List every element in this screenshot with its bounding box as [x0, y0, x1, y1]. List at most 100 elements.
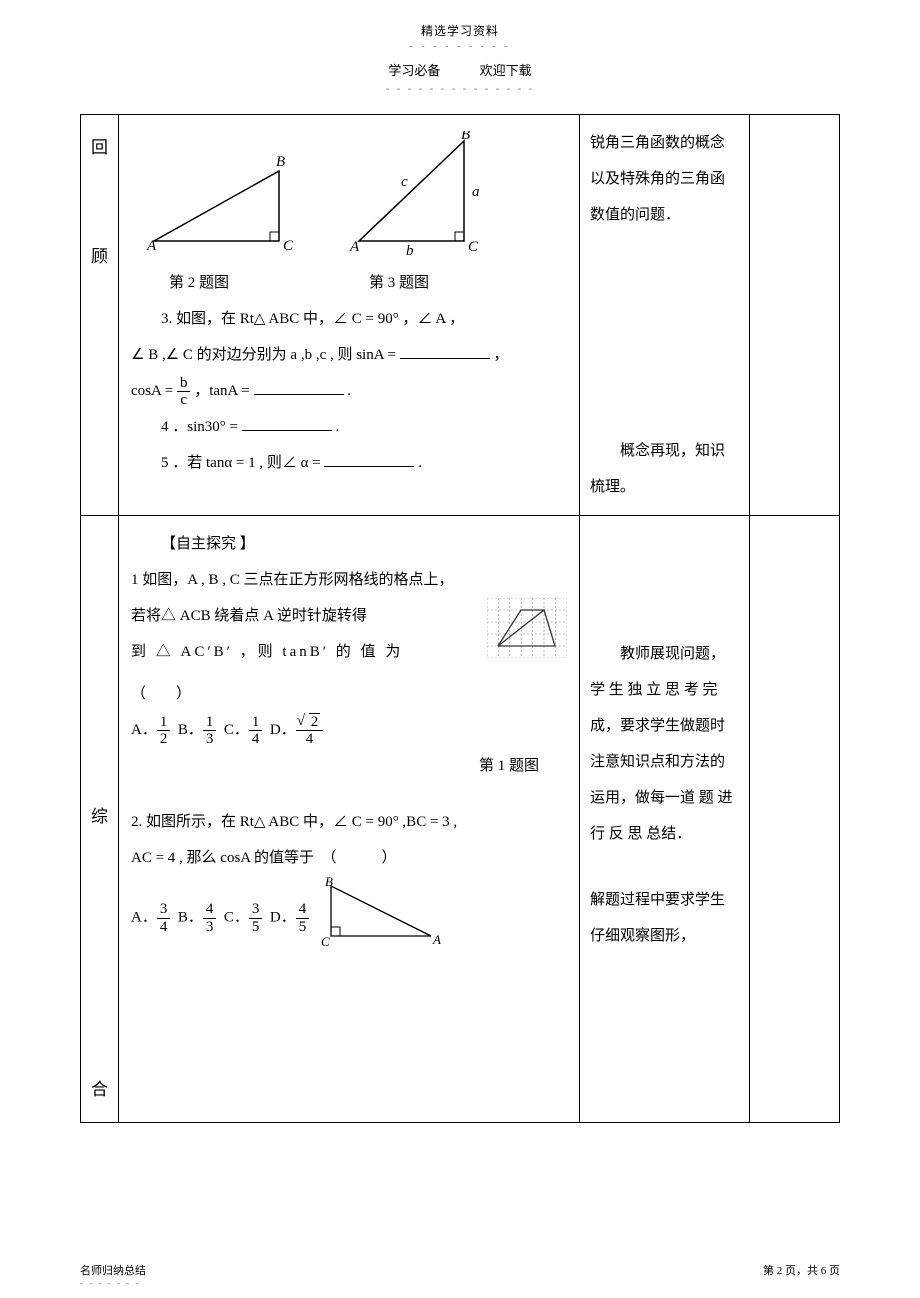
choice-C: 35	[249, 901, 263, 935]
spacer	[590, 233, 739, 433]
q2-line1: 2. 如图所示，在 Rt△ ABC 中，∠ C = 90° ,BC = 3 ,	[129, 804, 569, 840]
q1-line1: 1 如图，A , B , C 三点在正方形网格线的格点上，	[129, 562, 569, 598]
right-text-bottom: 概念再现，知识梳理。	[590, 433, 739, 505]
frac-den: c	[177, 392, 191, 409]
q3-line2-pre: ∠ B ,∠ C 的对边分别为 a ,b ,c , 则 sinA =	[131, 347, 396, 363]
page-root: 精选学习资料 - - - - - - - - - 学习必备 欢迎下载 - - -…	[0, 0, 920, 1298]
q3-line2: ∠ B ,∠ C 的对边分别为 a ,b ,c , 则 sinA = ，	[129, 337, 569, 373]
q1-wrap: 若将△ ACB 绕着点 A 逆时针旋转得 到 △ AC′B′ ，则 tanB′ …	[129, 598, 569, 676]
grid-figure-1	[487, 598, 567, 672]
choice-D: 45	[296, 901, 310, 935]
right-text-top: 锐角三角函数的概念以及特殊角的三角函数值的问题．	[590, 125, 739, 233]
table-row: 综 合 【自主探究 】 1 如图，A , B , C 三点在正方形网格线的格点上…	[81, 516, 840, 1123]
frac-den: 4	[157, 919, 171, 936]
header-left-label: 学习必备	[388, 60, 440, 79]
section-title: 【自主探究 】	[129, 526, 569, 562]
frac-num: 4	[296, 901, 310, 919]
triangle-figure-3: A C B a b c	[344, 131, 499, 261]
q3-line1: 3. 如图，在 Rt△ ABC 中，∠ C = 90° ，∠ A ，	[129, 301, 569, 337]
row1-label-cell: 回 顾	[81, 115, 119, 516]
frac-den: 3	[203, 919, 217, 936]
frac-num: 1	[203, 714, 217, 732]
spacer	[129, 784, 569, 804]
frac-num: 2	[309, 713, 321, 730]
frac-b-over-c: b c	[177, 375, 191, 409]
main-table: 回 顾 A C B	[80, 114, 840, 1123]
row2-farright-cell	[750, 516, 840, 1123]
blank	[400, 345, 490, 359]
q5-pre: 5 ．若 tanα = 1 , 则∠ α =	[161, 455, 321, 471]
right-text-bottom: 解题过程中要求学生仔细观察图形，	[590, 882, 739, 954]
q5-line: 5 ．若 tanα = 1 , 则∠ α = .	[129, 445, 569, 481]
choice-B: 43	[203, 901, 217, 935]
row2-right-cell: 教师展现问题，学 生 独 立 思 考 完成，要求学生做题时注意知识点和方法的运用…	[580, 516, 750, 1123]
frac-den: 2	[157, 731, 171, 748]
top-small-label: 精选学习资料	[80, 22, 840, 39]
label-B: B	[325, 876, 333, 889]
label-C: C	[321, 934, 330, 946]
caption-fig3: 第 3 题图	[369, 265, 429, 301]
label-C: C	[468, 239, 479, 255]
right-text-top: 教师展现问题，学 生 独 立 思 考 完成，要求学生做题时注意知识点和方法的运用…	[590, 636, 739, 852]
choice-A: 12	[157, 714, 171, 748]
row2-content-cell: 【自主探究 】 1 如图，A , B , C 三点在正方形网格线的格点上，	[119, 516, 580, 1123]
caption-fig2: 第 2 题图	[169, 265, 229, 301]
figure-row: A C B A C B a b c	[129, 125, 569, 261]
row1-content-cell: A C B A C B a b c	[119, 115, 580, 516]
frac-den: 3	[203, 731, 217, 748]
fig1-caption: 第 1 题图	[129, 748, 569, 784]
frac-num: 3	[157, 901, 171, 919]
choice-C: 14	[249, 714, 263, 748]
q1-choices: A．12 B．13 C．14 D．24	[129, 712, 569, 748]
choice-A: 34	[157, 901, 171, 935]
label-a: a	[472, 184, 480, 200]
frac-den: 4	[249, 731, 263, 748]
blank	[254, 381, 344, 395]
comma: ，	[493, 347, 508, 363]
frac-den: 4	[296, 731, 324, 748]
label-A: A	[349, 239, 360, 255]
q2-choices: A．34 B．43 C．35 D．45 C A B	[129, 876, 569, 960]
period: .	[335, 419, 339, 435]
vcol-char: 合	[91, 1081, 108, 1098]
header-row: 学习必备 欢迎下载	[80, 60, 840, 79]
frac-num: 3	[249, 901, 263, 919]
vcol-char: 回	[91, 139, 108, 156]
header-right-label: 欢迎下载	[480, 60, 532, 79]
blank	[324, 453, 414, 467]
vcol-char: 顾	[91, 248, 108, 265]
tan-label: ，tanA =	[194, 383, 250, 399]
period: .	[418, 455, 422, 471]
footer-right: 第 2 页，共 6 页	[763, 1262, 840, 1278]
figure-captions: 第 2 题图 第 3 题图	[129, 261, 569, 301]
label-c: c	[401, 174, 408, 190]
row2-label-cell: 综 合	[81, 516, 119, 1123]
cos-label: cosA =	[131, 383, 173, 399]
frac-num: 1	[157, 714, 171, 732]
q4-pre: 4 ．sin30° =	[161, 419, 238, 435]
frac-num: b	[177, 375, 191, 393]
label-b: b	[406, 243, 414, 259]
top-dots: - - - - - - - - -	[80, 41, 840, 52]
triangle-figure-2: A C B	[139, 146, 304, 261]
choice-B: 13	[203, 714, 217, 748]
sqrt-icon: 2	[299, 714, 321, 731]
footer-dots: - - - - - - -	[80, 1278, 140, 1288]
triangle-figure-q2: C A B	[321, 876, 441, 960]
footer-left: 名师归纳总结	[80, 1262, 146, 1278]
spacer	[590, 526, 739, 636]
row1-right-cell: 锐角三角函数的概念以及特殊角的三角函数值的问题． 概念再现，知识梳理。	[580, 115, 750, 516]
q2-line2: AC = 4 , 那么 cosA 的值等于 （ ）	[129, 840, 569, 876]
vcol-char: 综	[91, 808, 108, 825]
frac-num: 1	[249, 714, 263, 732]
label-A: A	[432, 932, 441, 946]
period: .	[347, 383, 351, 399]
frac-den: 5	[249, 919, 263, 936]
label-B: B	[276, 154, 285, 170]
label-C: C	[283, 238, 294, 254]
frac-num: 4	[203, 901, 217, 919]
q1-paren: （ ）	[129, 676, 569, 712]
choice-D: 24	[296, 714, 324, 748]
label-B: B	[461, 131, 470, 143]
frac-den: 5	[296, 919, 310, 936]
